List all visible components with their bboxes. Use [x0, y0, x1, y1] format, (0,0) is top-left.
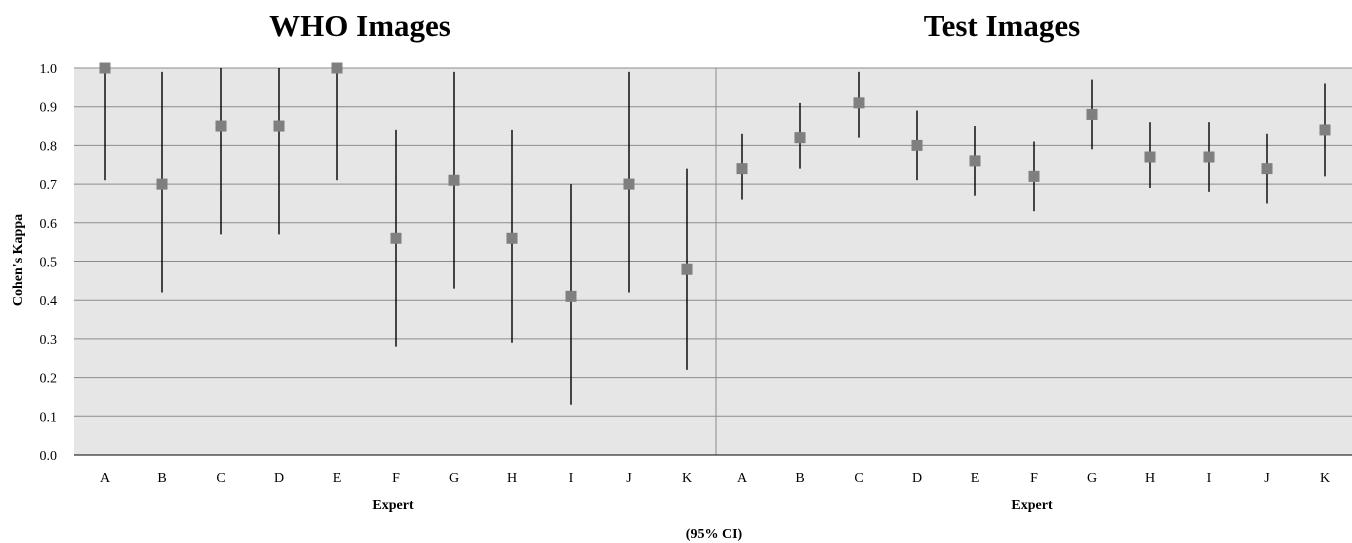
x-tick-label: A	[100, 471, 111, 486]
x-tick-label: F	[1030, 471, 1038, 486]
y-axis-ticks: 0.0 0.1 0.2 0.3 0.4 0.5 0.6 0.7 0.8 0.9 1.0	[40, 62, 58, 464]
x-tick-label: C	[216, 471, 225, 486]
x-tick-label: A	[737, 471, 748, 486]
data-point	[1086, 108, 1098, 120]
x-tick-label: I	[1207, 471, 1212, 486]
data-point	[681, 263, 693, 275]
y-tick-label: 1.0	[40, 62, 58, 77]
x-tick-label: C	[854, 471, 863, 486]
x-tick-label: J	[626, 471, 632, 486]
x-tick-label: H	[1145, 471, 1155, 486]
y-tick-label: 0.2	[40, 372, 58, 387]
data-point	[390, 232, 402, 244]
data-point	[1203, 151, 1215, 163]
ci-footnote: (95% CI)	[686, 527, 743, 542]
data-point	[1144, 151, 1156, 163]
data-point	[99, 62, 111, 74]
x-axis-label: Expert	[372, 498, 414, 513]
y-tick-label: 0.5	[40, 256, 58, 271]
x-tick-label: G	[449, 471, 459, 486]
data-point	[215, 120, 227, 132]
data-point	[565, 290, 577, 302]
y-axis-label: Cohen's Kappa	[11, 214, 26, 306]
x-tick-label: D	[912, 471, 922, 486]
x-tick-label: D	[274, 471, 284, 486]
data-point	[156, 178, 168, 190]
x-tick-label: F	[392, 471, 400, 486]
data-point	[1261, 163, 1273, 175]
data-point	[273, 120, 285, 132]
x-tick-label: I	[569, 471, 574, 486]
x-tick-label: B	[795, 471, 804, 486]
y-tick-label: 0.4	[40, 294, 58, 309]
gridlines	[74, 67, 1352, 417]
x-tick-label: J	[1264, 471, 1270, 486]
data-point	[331, 62, 343, 74]
x-tick-label: B	[157, 471, 166, 486]
y-tick-label: 0.8	[40, 139, 58, 154]
x-tick-label: G	[1087, 471, 1097, 486]
data-point	[1319, 124, 1331, 136]
y-tick-label: 0.3	[40, 333, 58, 348]
y-tick-label: 0.7	[40, 178, 58, 193]
data-point	[853, 97, 865, 109]
x-axis-label: Expert	[1011, 498, 1053, 513]
y-tick-label: 0.0	[40, 449, 58, 464]
data-point	[794, 132, 806, 144]
data-point	[969, 155, 981, 167]
x-tick-label: K	[1320, 471, 1330, 486]
x-tick-label: H	[507, 471, 517, 486]
data-point	[1028, 170, 1040, 182]
x-tick-label: E	[971, 471, 980, 486]
panel-title: WHO Images	[269, 8, 451, 43]
y-tick-label: 0.9	[40, 101, 58, 116]
panel-who-images: WHO Images Expert A B C D E F G H I J K	[99, 8, 693, 513]
y-tick-label: 0.6	[40, 217, 58, 232]
panel-test-images: Test Images Expert A B C D E F G H I J K	[736, 8, 1331, 513]
data-point	[911, 139, 923, 151]
data-point	[448, 174, 460, 186]
data-point	[506, 232, 518, 244]
chart-panels: WHO Images Expert A B C D E F G H I J K Test Images Ex…	[99, 8, 1331, 513]
data-point	[736, 163, 748, 175]
data-point	[623, 178, 635, 190]
y-tick-label: 0.1	[40, 410, 58, 425]
x-tick-label: K	[682, 471, 692, 486]
panel-title: Test Images	[924, 8, 1080, 43]
x-tick-label: E	[333, 471, 342, 486]
